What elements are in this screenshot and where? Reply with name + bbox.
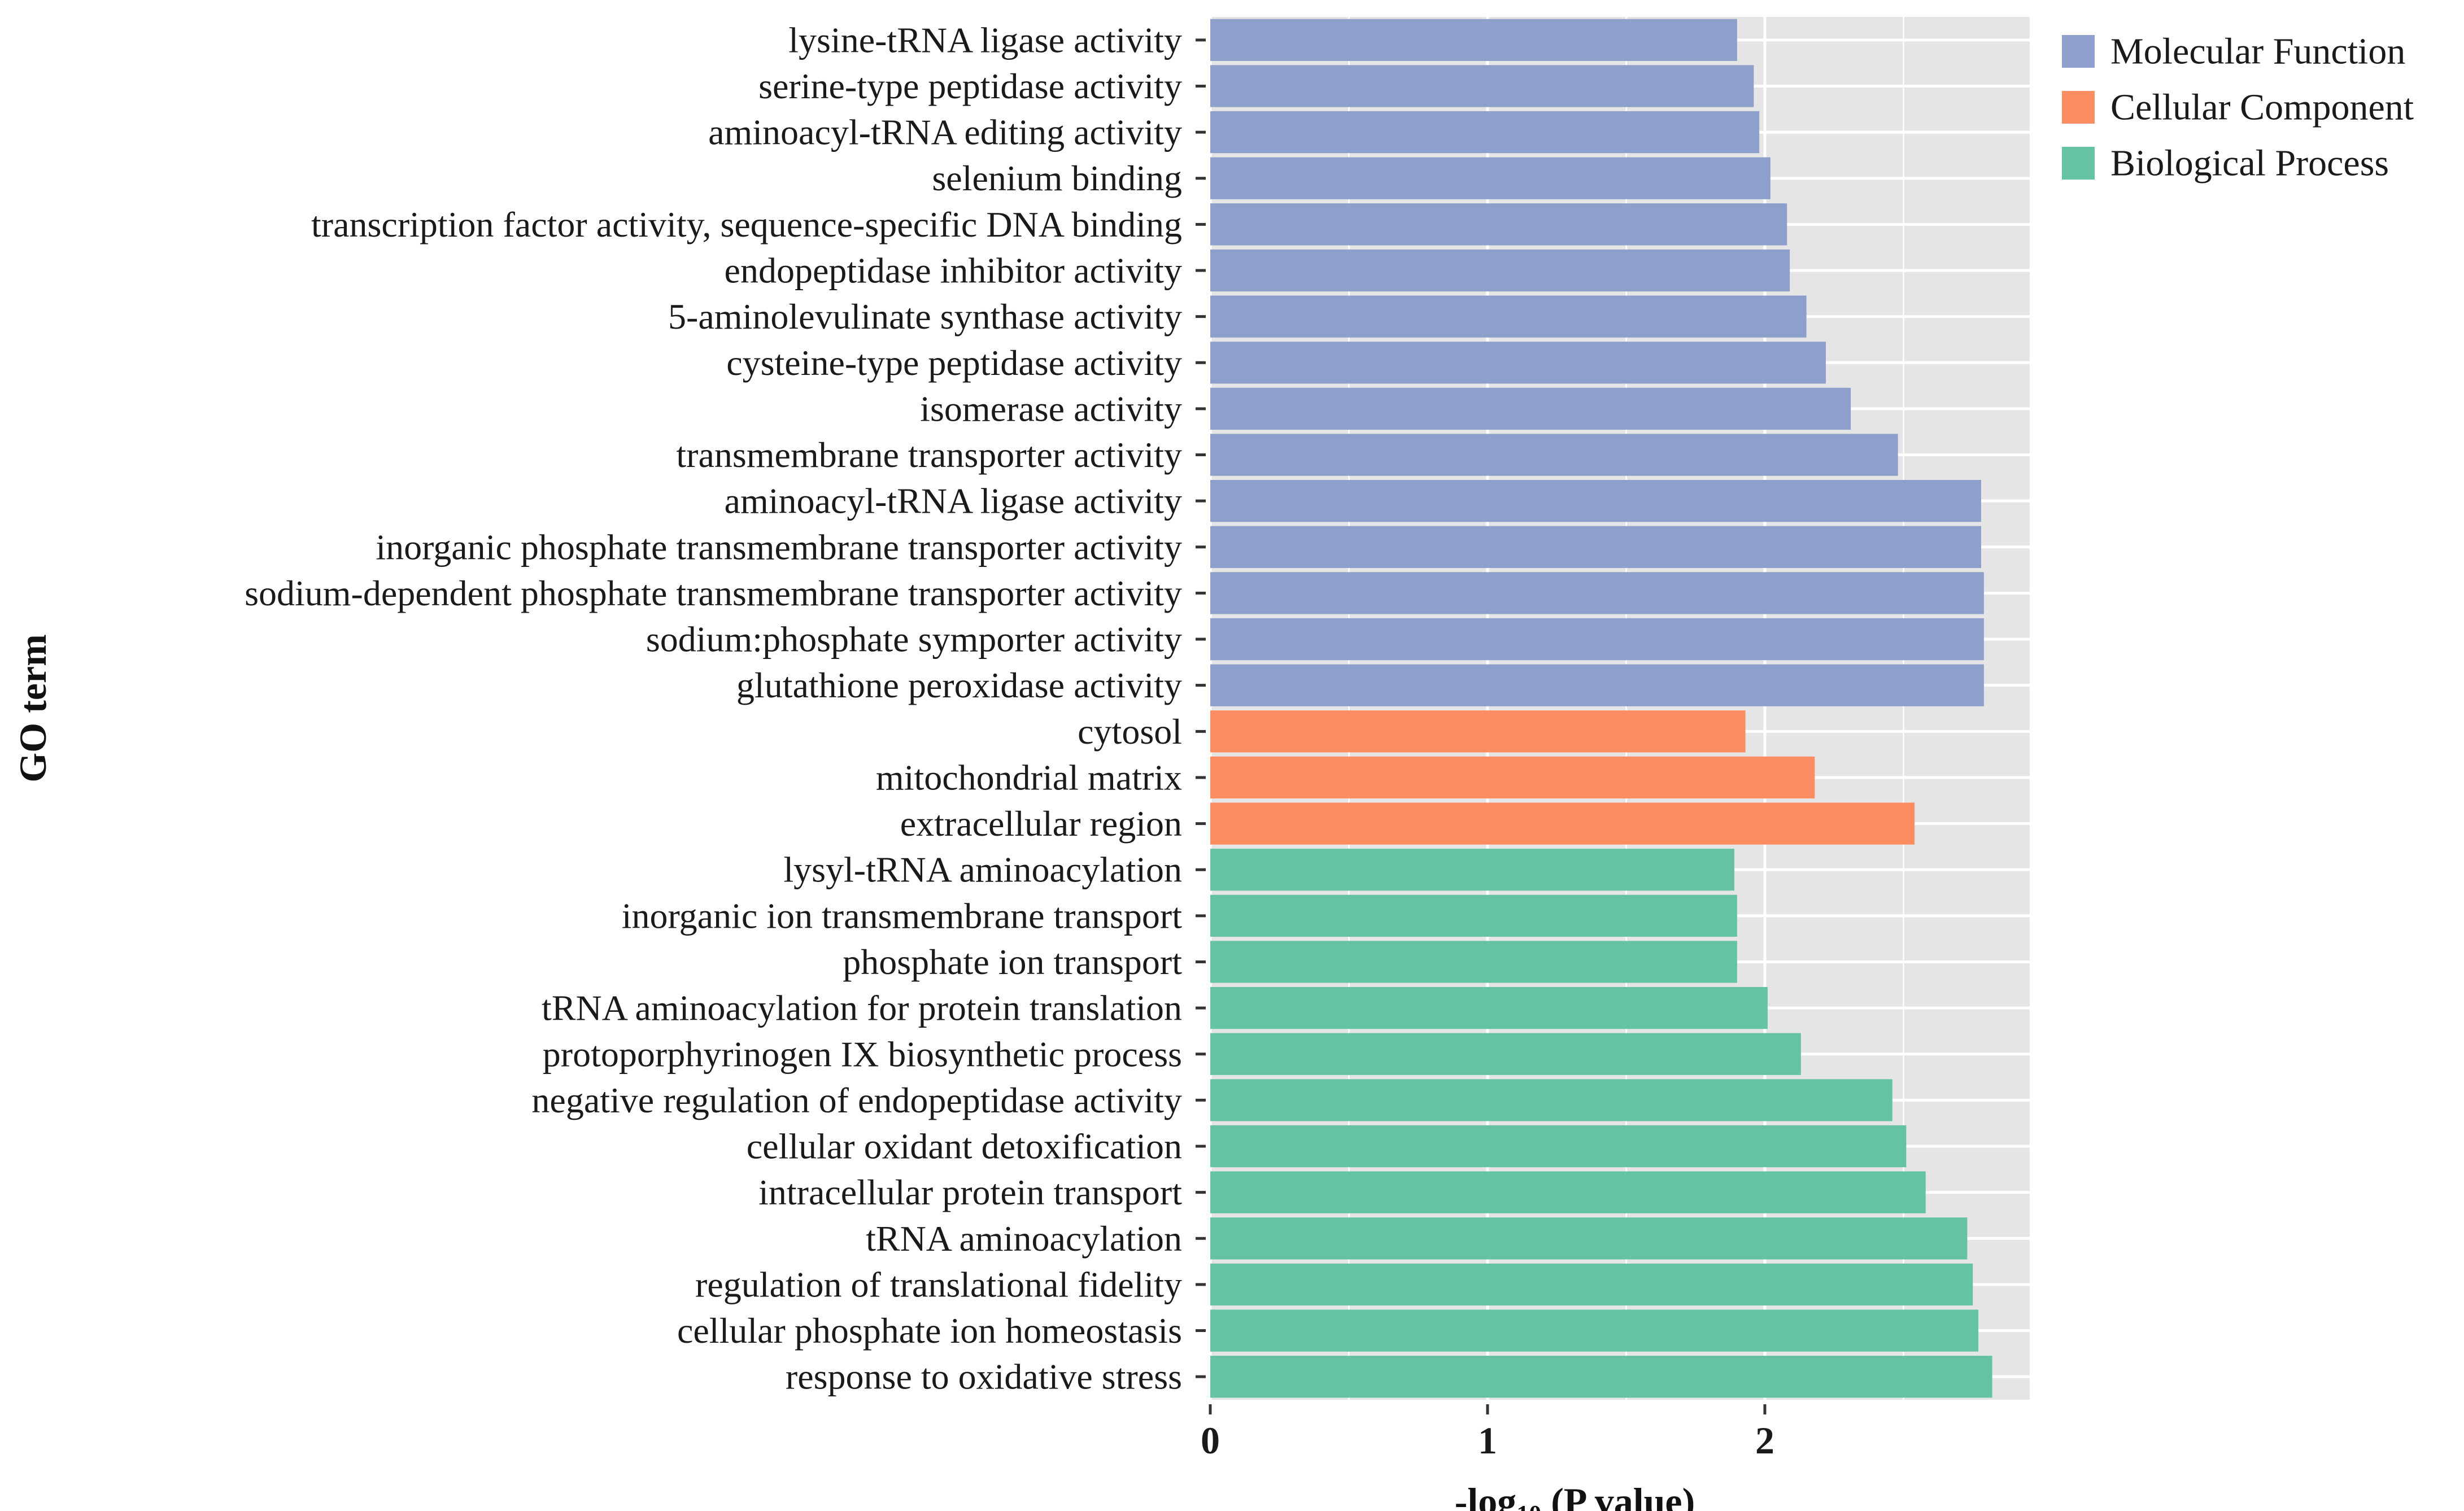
bar bbox=[1210, 941, 1737, 983]
bar bbox=[1210, 526, 1981, 568]
bar bbox=[1210, 894, 1737, 937]
bar bbox=[1210, 387, 1851, 430]
bar bbox=[1210, 203, 1787, 246]
y-tick-label: transcription factor activity, sequence-… bbox=[311, 204, 1182, 244]
y-tick-label: lysyl-tRNA aminoacylation bbox=[783, 850, 1182, 890]
legend-swatch bbox=[2062, 147, 2095, 180]
y-tick-label: inorganic phosphate transmembrane transp… bbox=[376, 527, 1182, 567]
bar bbox=[1210, 1171, 1926, 1213]
y-tick-label: lysine-tRNA ligase activity bbox=[788, 20, 1182, 60]
bar bbox=[1210, 1217, 1968, 1260]
bar bbox=[1210, 710, 1746, 753]
bars bbox=[1210, 19, 1992, 1398]
y-tick-label: mitochondrial matrix bbox=[876, 757, 1182, 797]
x-axis-ticks: 0 1 2 bbox=[1201, 1404, 1774, 1462]
y-tick-label: cellular phosphate ion homeostasis bbox=[677, 1311, 1182, 1351]
x-axis-title-suffix: (P value) bbox=[1541, 1480, 1695, 1511]
plot-panel bbox=[1210, 17, 2030, 1400]
y-tick-label: tRNA aminoacylation bbox=[866, 1219, 1182, 1259]
bar bbox=[1210, 157, 1770, 199]
y-tick-label: transmembrane transporter activity bbox=[676, 435, 1182, 475]
bar bbox=[1210, 1033, 1801, 1075]
y-tick-label: serine-type peptidase activity bbox=[758, 66, 1182, 106]
y-tick-label: glutathione peroxidase activity bbox=[736, 665, 1182, 705]
bar bbox=[1210, 480, 1981, 522]
legend-label: Molecular Function bbox=[2110, 31, 2405, 72]
x-axis-title: -log10 (P value) bbox=[1455, 1480, 1695, 1511]
bar bbox=[1210, 342, 1826, 384]
x-tick-label: 0 bbox=[1201, 1419, 1220, 1462]
x-axis-title-subscript: 10 bbox=[1516, 1500, 1541, 1511]
legend-swatch bbox=[2062, 91, 2095, 124]
y-tick-label: phosphate ion transport bbox=[843, 942, 1182, 982]
bar bbox=[1210, 295, 1807, 338]
y-tick-label: extracellular region bbox=[900, 803, 1182, 844]
legend-label: Biological Process bbox=[2110, 143, 2389, 184]
y-tick-label: protoporphyrinogen IX biosynthetic proce… bbox=[543, 1034, 1182, 1074]
y-tick-label: cytosol bbox=[1078, 711, 1182, 752]
y-tick-label: 5-aminolevulinate synthase activity bbox=[668, 296, 1182, 337]
bar bbox=[1210, 618, 1984, 661]
bar bbox=[1210, 756, 1815, 799]
y-tick-label: cellular oxidant detoxification bbox=[747, 1126, 1182, 1167]
bar bbox=[1210, 1356, 1992, 1398]
y-tick-label: endopeptidase inhibitor activity bbox=[725, 250, 1182, 290]
legend-label: Cellular Component bbox=[2110, 87, 2414, 128]
y-tick-label: tRNA aminoacylation for protein translat… bbox=[542, 988, 1182, 1028]
y-axis-ticks: lysine-tRNA ligase activity serine-type p… bbox=[245, 20, 1206, 1397]
y-tick-label: intracellular protein transport bbox=[758, 1172, 1182, 1212]
y-tick-label: negative regulation of endopeptidase act… bbox=[531, 1080, 1182, 1120]
bar bbox=[1210, 849, 1734, 891]
y-tick-label: aminoacyl-tRNA editing activity bbox=[708, 112, 1182, 152]
bar bbox=[1210, 572, 1984, 614]
legend: Molecular Function Cellular Component Biol… bbox=[2062, 31, 2414, 184]
y-tick-label: sodium:phosphate symporter activity bbox=[646, 619, 1182, 660]
bar bbox=[1210, 986, 1768, 1029]
y-tick-label: selenium binding bbox=[932, 158, 1182, 198]
bar bbox=[1210, 1079, 1892, 1121]
bar bbox=[1210, 802, 1915, 845]
bar bbox=[1210, 249, 1790, 292]
x-axis-title-prefix: -log bbox=[1455, 1480, 1517, 1511]
y-axis-title: GO term bbox=[11, 634, 54, 782]
legend-swatch bbox=[2062, 35, 2095, 68]
bar bbox=[1210, 19, 1737, 61]
bar bbox=[1210, 1263, 1973, 1306]
y-tick-label: inorganic ion transmembrane transport bbox=[622, 896, 1183, 936]
y-tick-label: sodium-dependent phosphate transmembrane… bbox=[245, 573, 1182, 613]
bar bbox=[1210, 664, 1984, 706]
bar bbox=[1210, 434, 1898, 476]
bar bbox=[1210, 1125, 1907, 1168]
bar bbox=[1210, 111, 1760, 154]
y-tick-label: aminoacyl-tRNA ligase activity bbox=[725, 481, 1182, 521]
x-tick-label: 1 bbox=[1478, 1419, 1497, 1462]
y-tick-label: isomerase activity bbox=[920, 388, 1182, 429]
y-tick-label: regulation of translational fidelity bbox=[695, 1264, 1182, 1304]
bar bbox=[1210, 65, 1754, 107]
bar bbox=[1210, 1309, 1979, 1352]
y-tick-label: cysteine-type peptidase activity bbox=[726, 343, 1182, 383]
x-tick-label: 2 bbox=[1755, 1419, 1774, 1462]
y-tick-label: response to oxidative stress bbox=[786, 1357, 1182, 1397]
